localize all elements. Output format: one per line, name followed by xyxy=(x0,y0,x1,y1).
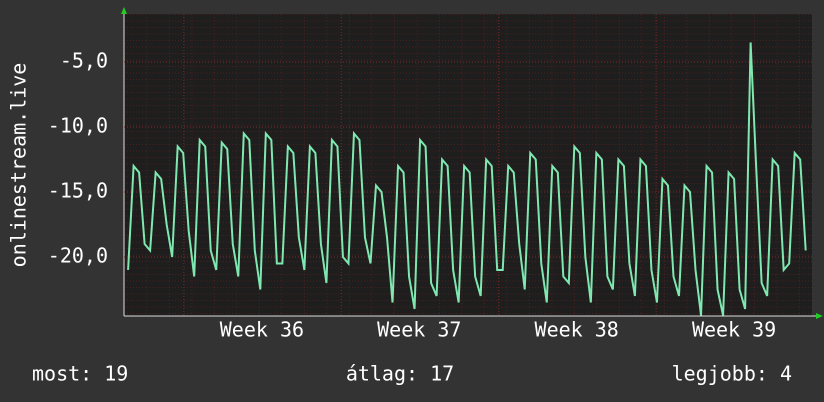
y-tick-label: -10,0 xyxy=(48,113,108,137)
x-arrow xyxy=(816,313,823,319)
stat-best: legjobb: 4 xyxy=(672,362,792,386)
series-line xyxy=(127,42,807,316)
y-tick-label: -5,0 xyxy=(60,48,108,72)
x-tick-label: Week 36 xyxy=(220,318,304,342)
y-arrow xyxy=(121,7,127,14)
x-tick-label: Week 38 xyxy=(535,318,619,342)
stat-now: most: 19 xyxy=(32,362,128,386)
x-tick-label: Week 39 xyxy=(692,318,776,342)
y-axis-label: onlinestream.live xyxy=(7,63,31,268)
x-tick-label: Week 37 xyxy=(377,318,461,342)
y-tick-label: -20,0 xyxy=(48,243,108,267)
stat-average: átlag: 17 xyxy=(346,362,454,386)
y-tick-label: -15,0 xyxy=(48,178,108,202)
